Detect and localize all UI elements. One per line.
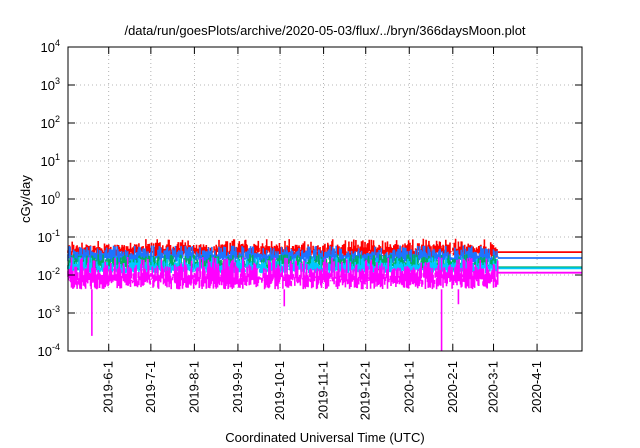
x-tick-label: 2020-2-1 <box>445 361 460 413</box>
x-tick-label: 2020-4-1 <box>529 361 544 413</box>
x-tick-label: 2019-10-1 <box>272 361 287 420</box>
x-axis-label: Coordinated Universal Time (UTC) <box>225 430 424 445</box>
y-tick-label: 100 <box>41 190 60 207</box>
series-group <box>67 238 582 351</box>
x-tick-labels: 2019-6-1 2019-7-1 2019-8-1 2019-9-1 2019-10-… <box>101 361 544 420</box>
x-tick-label: 2019-12-1 <box>358 361 373 420</box>
grid <box>68 47 582 351</box>
y-tick-label: 102 <box>41 114 60 131</box>
chart-title: /data/run/goesPlots/archive/2020-05-03/f… <box>124 23 525 38</box>
x-tick-label: 2019-9-1 <box>230 361 245 413</box>
y-tick-label: 10-3 <box>38 304 60 321</box>
series-5 <box>67 257 582 351</box>
y-tick-label: 10-4 <box>38 342 60 359</box>
y-tick-label: 10-1 <box>38 228 60 245</box>
x-tick-label: 2020-1-1 <box>401 361 416 413</box>
x-tick-label: 2019-7-1 <box>143 361 158 413</box>
tick-marks <box>68 46 582 352</box>
x-tick-label: 2020-3-1 <box>486 361 501 413</box>
x-tick-label: 2019-8-1 <box>186 361 201 413</box>
y-axis-label: cGy/day <box>18 175 33 223</box>
x-tick-label: 2019-6-1 <box>101 361 116 413</box>
y-tick-labels: 10-4 10-3 10-2 10-1 100 101 102 103 104 <box>38 38 60 359</box>
y-tick-label: 103 <box>41 76 60 93</box>
y-tick-label: 104 <box>41 38 60 55</box>
y-tick-label: 101 <box>41 152 60 169</box>
x-tick-label: 2019-11-1 <box>316 361 331 419</box>
y-tick-label: 10-2 <box>38 266 60 283</box>
